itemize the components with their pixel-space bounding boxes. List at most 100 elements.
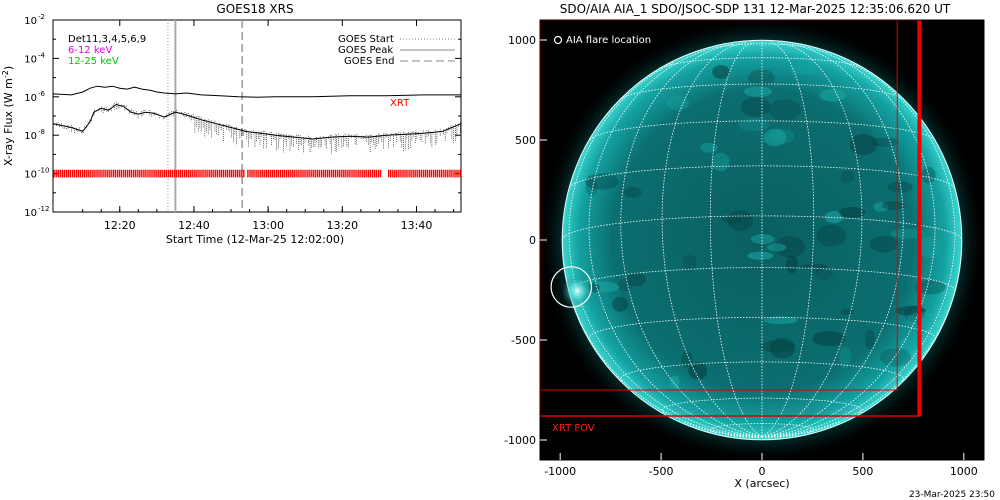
active-region — [585, 178, 598, 196]
goes-event-lines — [167, 20, 243, 212]
legend-dets: Det11,3,4,5,6,9 — [68, 34, 146, 45]
goes-y-tick-exponent: -2 — [38, 13, 45, 21]
active-region — [768, 99, 801, 121]
heliographic-grid — [561, 39, 963, 441]
active-region — [812, 331, 846, 347]
aia-panel: SDO/AIA AIA_1 SDO/JSOC-SDP 131 12-Mar-20… — [504, 2, 995, 500]
xrt-fov-label: XRT FOV — [552, 423, 595, 434]
active-region — [815, 265, 833, 281]
active-region — [838, 346, 852, 369]
latitude-line — [620, 361, 904, 381]
flare-brightening — [561, 274, 594, 308]
goes-y-label-end: ) — [2, 66, 15, 70]
active-region — [759, 340, 795, 353]
active-region — [873, 202, 889, 212]
active-region — [711, 152, 730, 172]
active-region — [891, 228, 926, 239]
active-region — [626, 272, 646, 287]
longitude-line — [761, 46, 936, 437]
active-region — [666, 96, 690, 111]
aia-y-tick-label: 500 — [515, 134, 536, 147]
active-region — [722, 215, 742, 224]
aia-y-tick-label: -500 — [511, 334, 536, 347]
active-region — [744, 86, 773, 97]
aia-x-tick-label: 500 — [852, 465, 873, 478]
active-region — [824, 211, 843, 224]
active-region — [712, 65, 730, 79]
active-region — [840, 309, 854, 316]
goes-series — [52, 85, 462, 154]
active-region — [747, 251, 774, 260]
active-region — [864, 329, 875, 350]
aia-x-label: X (arcsec) — [734, 477, 789, 490]
longitude-line — [568, 61, 763, 437]
aia-x-tick-label: 0 — [759, 465, 766, 478]
active-region — [914, 280, 946, 295]
longitude-line — [661, 42, 763, 437]
goes-y-tick-label: 10 — [24, 54, 37, 65]
goes-short-curve — [52, 103, 462, 140]
active-region — [840, 170, 855, 184]
xrt-fov-edge — [917, 20, 922, 416]
footer-date: 23-Mar-2025 23:50 — [909, 490, 995, 500]
active-region — [774, 236, 805, 258]
active-region — [623, 186, 642, 198]
aia-image — [540, 20, 984, 460]
longitude-line — [761, 42, 863, 437]
active-region — [917, 236, 943, 258]
goes-y-label: X-ray Flux (W m-2) — [1, 66, 15, 166]
goes-y-tick-exponent: -6 — [38, 90, 46, 98]
goes-y-tick-label: 10 — [24, 16, 37, 27]
active-region — [921, 167, 936, 184]
goes-y-tick-label: 10 — [24, 93, 37, 104]
aia-x-tick-label: -500 — [649, 465, 674, 478]
active-region — [747, 69, 775, 87]
active-region — [681, 351, 693, 368]
active-region — [688, 362, 708, 380]
goes-x-tick-label: 12:20 — [104, 219, 136, 232]
active-region — [887, 181, 914, 193]
active-region — [898, 337, 919, 350]
goes-x-label: Start Time (12-Mar-25 12:02:00) — [166, 233, 344, 246]
active-region — [763, 316, 798, 325]
goes-y-tick-exponent: -4 — [38, 51, 46, 59]
legend-goes-end: GOES End — [344, 56, 394, 67]
goes-plot-frame — [52, 19, 462, 213]
active-region — [838, 206, 866, 219]
goes-y-tick-label: 10 — [24, 208, 37, 219]
goes-x-tick-label: 13:40 — [401, 219, 433, 232]
flare-legend-marker — [553, 35, 563, 45]
aia-y-tick-label: 0 — [529, 234, 536, 247]
active-region — [785, 255, 799, 274]
aia-y-tick-label: 1000 — [508, 34, 536, 47]
aia-title: SDO/AIA AIA_1 SDO/JSOC-SDP 131 12-Mar-20… — [560, 2, 951, 16]
goes-title: GOES18 XRS — [216, 2, 293, 16]
legend-goes-start: GOES Start — [338, 34, 394, 45]
goes-y-tick-exponent: -10 — [38, 167, 49, 175]
active-region — [740, 97, 771, 117]
active-region — [769, 337, 796, 359]
goes-x-tick-label: 13:20 — [326, 219, 358, 232]
goes-y-label-sup: -2 — [1, 70, 10, 78]
goes-x-tick-label: 12:40 — [178, 219, 210, 232]
legend-low-energy: 6-12 keV — [68, 45, 112, 56]
longitude-line — [761, 239, 963, 437]
active-region — [789, 65, 817, 75]
flare-location-circle — [550, 266, 593, 308]
goes-x-axis: 12:20 12:40 13:00 13:20 13:40 — [82, 20, 455, 232]
active-region — [617, 278, 632, 291]
xrt-coverage-bar — [53, 169, 461, 178]
active-region — [763, 128, 787, 147]
legend-goes-peak: GOES Peak — [338, 45, 393, 56]
goes-y-tick-label: 10 — [24, 170, 37, 181]
active-region — [870, 137, 900, 147]
flare-legend-label: AIA flare location — [566, 35, 651, 46]
goes-y-tick-label: 10 — [24, 131, 37, 142]
solar-limb — [561, 39, 963, 441]
active-region — [869, 235, 899, 253]
active-region — [767, 243, 787, 252]
goes-x-tick-label: 13:00 — [252, 219, 284, 232]
